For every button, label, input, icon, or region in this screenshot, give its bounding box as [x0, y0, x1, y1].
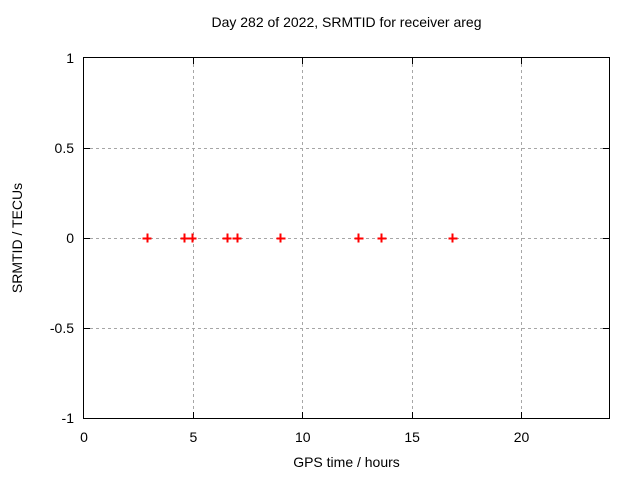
- x-axis-label: GPS time / hours: [293, 454, 400, 470]
- y-tickmark-left: [84, 147, 90, 149]
- y-tickmark-right: [603, 237, 609, 239]
- x-tickmark-top: [411, 58, 413, 64]
- x-tick-label: 5: [189, 429, 198, 445]
- x-tick-label: 15: [404, 429, 420, 445]
- x-tickmark-bottom: [302, 412, 304, 418]
- y-tickmark-left: [84, 327, 90, 329]
- y-gridline: [84, 237, 609, 239]
- y-tickmark-right: [603, 147, 609, 149]
- y-tickmark-right: [603, 327, 609, 329]
- y-gridline: [84, 147, 609, 149]
- plot-area: [83, 57, 610, 419]
- y-tick-label: -0.5: [49, 320, 74, 336]
- data-point-srmtid: [222, 233, 232, 243]
- y-tick-label: 0: [66, 230, 74, 246]
- x-tickmark-top: [521, 58, 522, 64]
- data-point-srmtid: [448, 233, 458, 243]
- data-point-srmtid: [276, 233, 286, 243]
- y-tick-label: 0.5: [54, 140, 74, 156]
- x-tick-label: 0: [80, 429, 88, 445]
- data-point-srmtid: [187, 233, 197, 243]
- y-tick-label: 1: [66, 50, 74, 66]
- data-point-srmtid: [142, 233, 152, 243]
- y-tick-label: -1: [61, 410, 74, 426]
- y-tickmark-left: [84, 237, 90, 239]
- x-tick-label: 20: [513, 429, 530, 445]
- data-point-srmtid: [232, 233, 242, 243]
- data-point-srmtid: [180, 233, 190, 243]
- chart-title: Day 282 of 2022, SRMTID for receiver are…: [211, 14, 482, 30]
- y-gridline: [84, 327, 609, 329]
- data-point-srmtid: [377, 233, 386, 243]
- x-tickmark-top: [302, 58, 304, 64]
- x-tick-label: 10: [294, 429, 311, 445]
- data-point-srmtid: [354, 233, 364, 243]
- x-tickmark-bottom: [521, 412, 522, 418]
- x-tickmark-top: [192, 58, 194, 64]
- x-tickmark-bottom: [411, 412, 413, 418]
- y-axis-label: SRMTID / TECUs: [9, 182, 25, 294]
- x-tickmark-bottom: [192, 412, 194, 418]
